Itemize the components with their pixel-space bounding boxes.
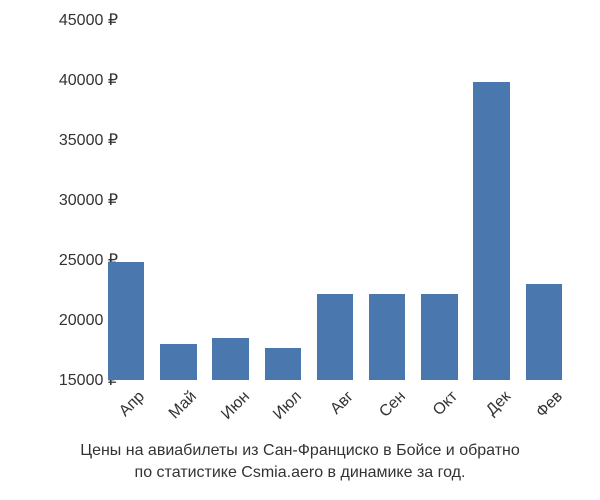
x-tick-label: Май	[153, 388, 201, 436]
x-tick-label: Июн	[205, 388, 253, 436]
plot-area	[100, 20, 570, 380]
x-tick-label: Окт	[414, 388, 462, 436]
bar	[526, 284, 563, 380]
x-tick-label: Сен	[362, 388, 410, 436]
chart-caption: Цены на авиабилеты из Сан-Франциско в Бо…	[0, 440, 600, 485]
caption-line-1: Цены на авиабилеты из Сан-Франциско в Бо…	[80, 442, 520, 459]
bar	[421, 294, 458, 380]
x-tick-label: Авг	[310, 388, 358, 436]
caption-line-2: по статистике Csmia.aero в динамике за г…	[135, 464, 466, 481]
bar	[160, 344, 197, 380]
bar	[317, 294, 354, 380]
x-tick-label: Июл	[257, 388, 305, 436]
bar	[265, 348, 302, 380]
x-tick-label: Фев	[519, 388, 567, 436]
x-tick-label: Дек	[466, 388, 514, 436]
x-tick-label: Апр	[101, 388, 149, 436]
bar	[473, 82, 510, 380]
bar	[369, 294, 406, 380]
bar	[108, 262, 145, 380]
bar	[212, 338, 249, 380]
price-chart: 15000 ₽20000 ₽25000 ₽30000 ₽35000 ₽40000…	[0, 0, 600, 500]
